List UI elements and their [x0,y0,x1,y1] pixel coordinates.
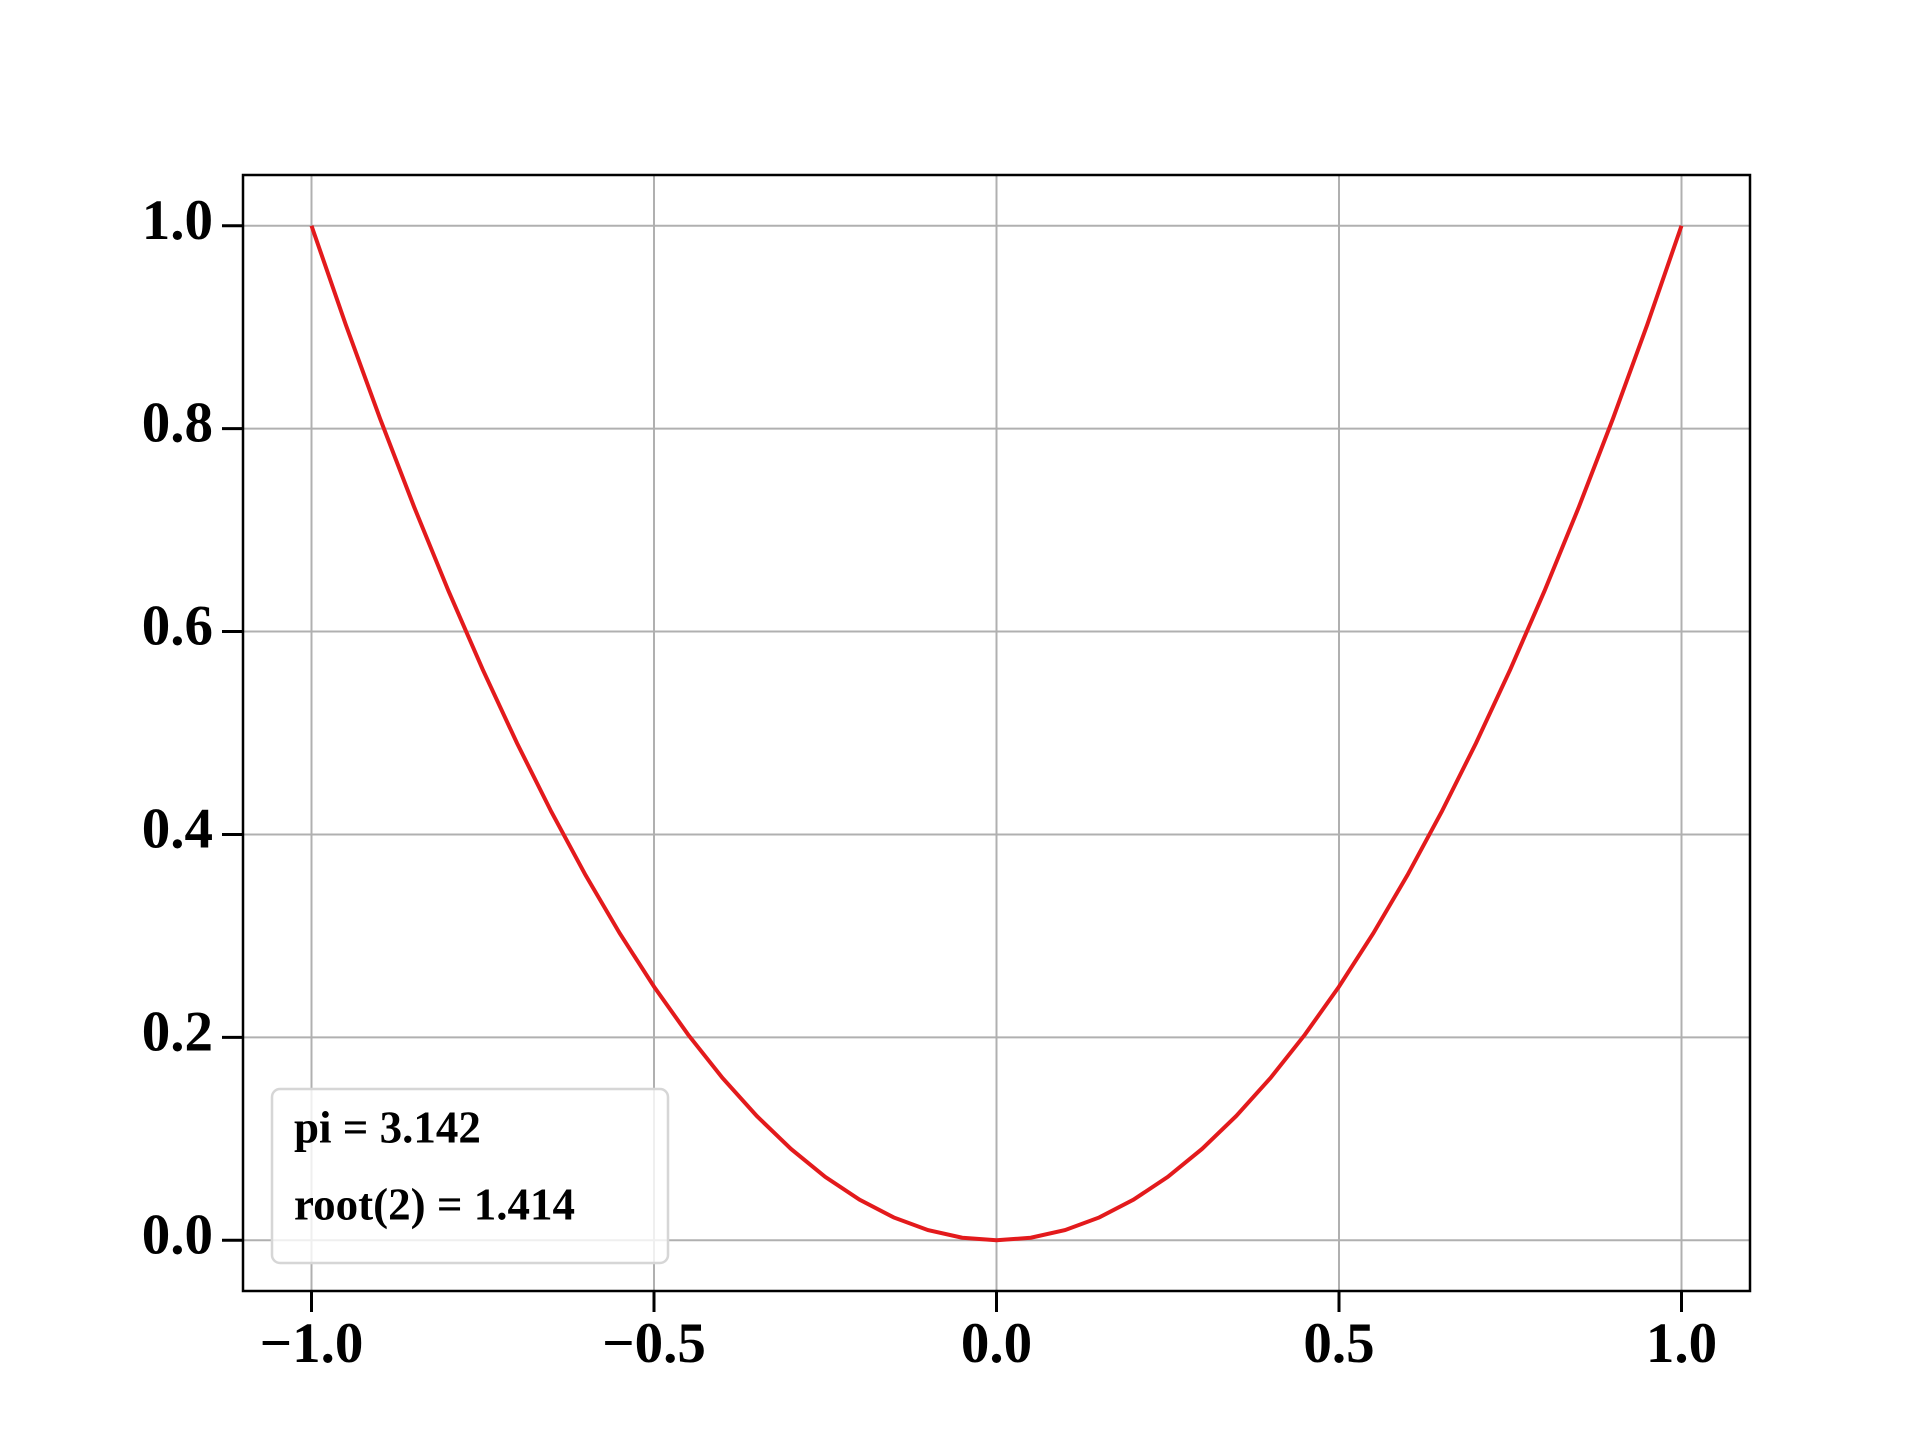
legend-text: root(2) = 1.414 [294,1179,575,1229]
line [309,225,1684,1243]
y-tick-label: 0.0 [142,1203,213,1266]
legend-text: pi = 3.142 [294,1102,481,1152]
y-tick-label: 1.0 [142,189,213,252]
legend-box [270,1087,670,1265]
axes-frame [241,173,1752,1293]
x-tick-label: 0.0 [961,1312,1032,1375]
y-tick-label: 0.6 [142,595,213,658]
x-tick-label: −0.5 [602,1312,706,1375]
x-tick-label: 1.0 [1646,1312,1717,1375]
x-tick-label: −1.0 [260,1312,364,1375]
y-tick-label: 0.4 [142,798,213,861]
x-tick-label: 0.5 [1303,1312,1374,1375]
y-tick-label: 0.8 [142,392,213,455]
y-tick-label: 0.2 [142,1000,213,1063]
